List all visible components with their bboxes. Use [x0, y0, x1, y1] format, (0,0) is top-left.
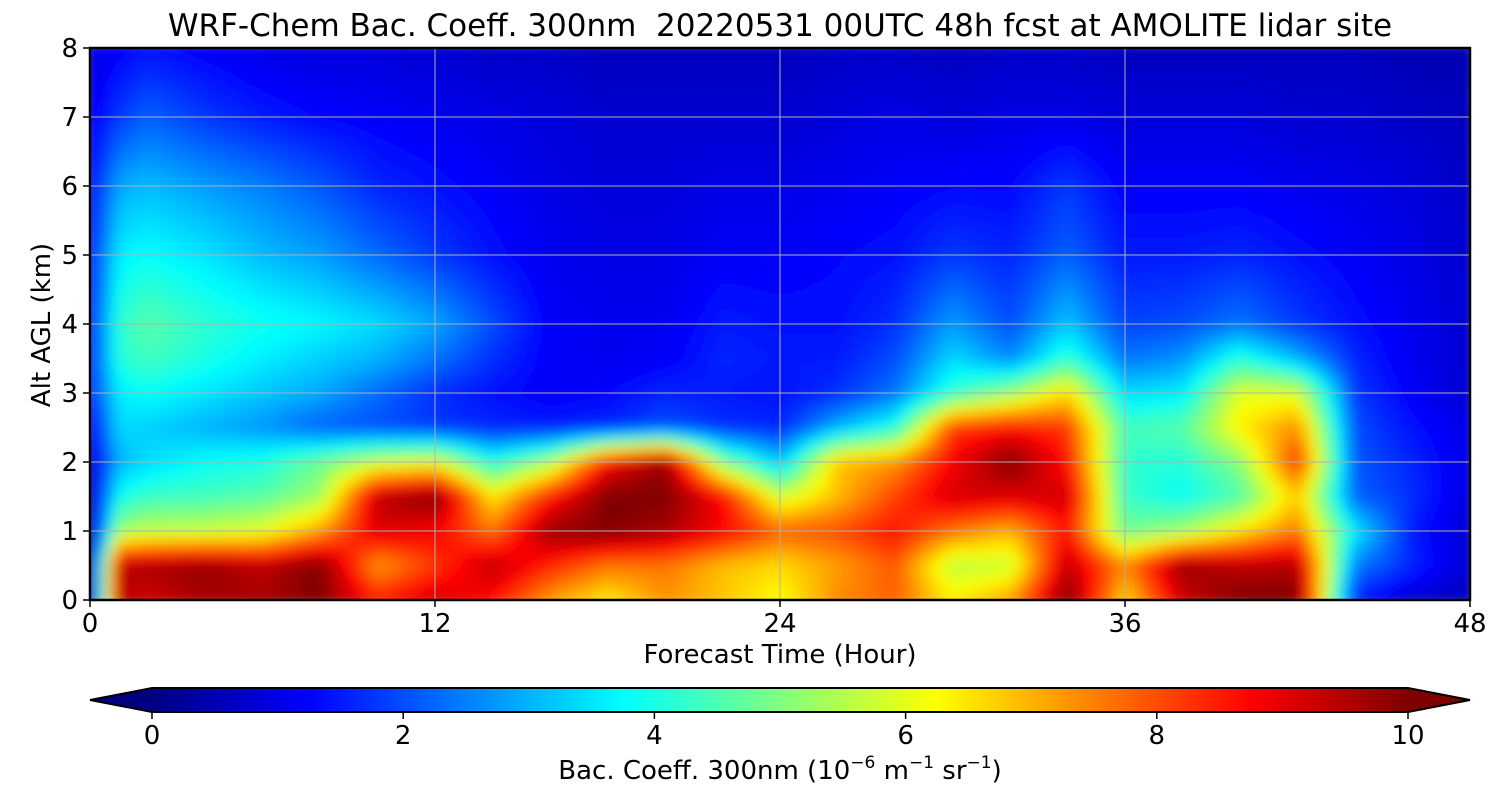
x-axis-ticks: 0 12 24 36 48	[82, 600, 1487, 639]
x-tick-label: 48	[1453, 609, 1486, 639]
colorbar-extend-min	[90, 688, 152, 712]
x-axis-label: Forecast Time (Hour)	[643, 640, 917, 670]
colorbar-tick-label: 6	[897, 721, 914, 751]
colorbar-label-exp2: −1	[908, 753, 935, 773]
y-tick-label: 1	[61, 517, 78, 547]
y-axis-ticks: 0 1 2 3 4 5 6 7 8	[61, 34, 90, 616]
y-axis-label: Alt AGL (km)	[27, 242, 57, 408]
colorbar-label-prefix: Bac. Coeff. 300nm (10	[558, 756, 851, 786]
y-tick-label: 8	[61, 34, 78, 64]
colorbar-tick-label: 8	[1149, 721, 1166, 751]
y-tick-label: 7	[61, 103, 78, 133]
x-tick-label: 36	[1108, 609, 1141, 639]
colorbar-label: Bac. Coeff. 300nm (10−6 m−1 sr−1)	[0, 753, 1500, 787]
colorbar-label-mid: m	[875, 756, 909, 786]
colorbar-label-mid2: sr	[934, 756, 967, 786]
y-tick-label: 3	[61, 379, 78, 409]
colorbar-label-exp1: −6	[850, 753, 876, 773]
colorbar-label-suffix: )	[991, 756, 1002, 786]
x-tick-label: 24	[763, 609, 796, 639]
colorbar-tick-label: 10	[1391, 721, 1424, 751]
colorbar-label-exp3: −1	[966, 753, 992, 773]
chart-title: WRF-Chem Bac. Coeff. 300nm 20220531 00UT…	[167, 8, 1393, 44]
y-tick-label: 6	[61, 172, 78, 202]
y-tick-label: 2	[61, 448, 78, 478]
colorbar-ticks: 0 2 4 6 8 10	[144, 712, 1425, 751]
grid-lines	[90, 48, 1470, 600]
y-tick-label: 4	[61, 310, 78, 340]
colorbar-tick-label: 4	[646, 721, 663, 751]
y-tick-label: 0	[61, 586, 78, 616]
x-tick-label: 12	[418, 609, 451, 639]
colorbar-tick-label: 2	[395, 721, 412, 751]
y-tick-label: 5	[61, 241, 78, 271]
colorbar: 0 2 4 6 8 10	[89, 687, 1471, 751]
colorbar-body	[152, 688, 1408, 712]
colorbar-extend-max	[1408, 688, 1470, 712]
x-tick-label: 0	[82, 609, 99, 639]
colorbar-tick-label: 0	[144, 721, 161, 751]
